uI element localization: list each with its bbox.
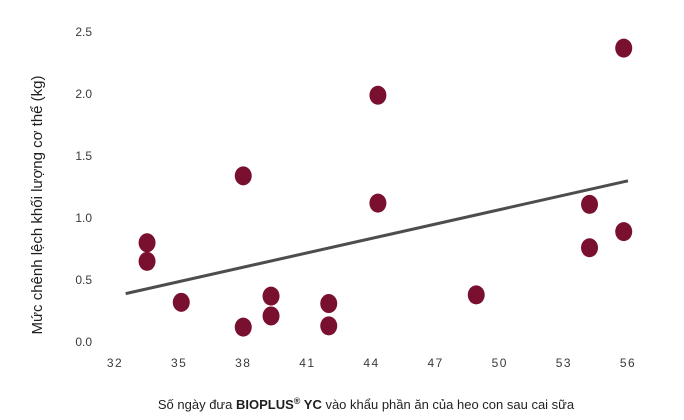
x-tick-label: 32 — [107, 356, 123, 370]
x-axis-title: Số ngày đưa BIOPLUS® YC vào khẩu phần ăn… — [158, 396, 575, 412]
x-title-part: Số ngày đưa — [158, 397, 236, 412]
y-axis-title: Mức chênh lệch khối lượng cơ thể (kg) — [29, 75, 46, 334]
y-tick-label: 2.5 — [75, 25, 92, 39]
data-point — [369, 85, 387, 105]
x-title-part: YC — [300, 397, 322, 412]
data-point — [138, 233, 156, 253]
data-point — [581, 194, 599, 214]
trendline — [125, 179, 629, 296]
data-point — [172, 292, 190, 312]
data-point — [369, 193, 387, 213]
data-point — [615, 38, 633, 58]
x-tick-label: 47 — [427, 356, 443, 370]
data-point — [262, 286, 280, 306]
x-tick-label: 50 — [492, 356, 508, 370]
trendline-group — [125, 179, 629, 296]
data-point — [615, 222, 633, 242]
x-title-part: vào khẩu phần ăn của heo con sau cai sữa — [322, 397, 575, 412]
data-point — [234, 317, 252, 337]
data-point — [262, 306, 280, 326]
data-point — [467, 285, 485, 305]
x-tick-label: 44 — [363, 356, 379, 370]
x-tick-label: 35 — [171, 356, 187, 370]
y-tick-label: 2.0 — [75, 87, 92, 101]
data-point — [320, 294, 338, 314]
data-point — [234, 166, 252, 186]
data-point — [581, 238, 599, 258]
x-tick-label: 53 — [556, 356, 572, 370]
y-tick-label: 1.5 — [75, 149, 92, 163]
y-tick-label: 0.5 — [75, 273, 92, 287]
data-points — [138, 38, 633, 337]
x-axis-ticks: 32 35 38 41 44 47 50 53 56 — [107, 356, 636, 370]
x-title-part: ® — [294, 396, 301, 406]
x-tick-label: 56 — [620, 356, 636, 370]
x-tick-label: 38 — [235, 356, 251, 370]
y-tick-label: 1.0 — [75, 211, 92, 225]
x-title-part: BIOPLUS — [236, 397, 294, 412]
y-tick-label: 0.0 — [75, 335, 92, 349]
data-point — [138, 251, 156, 271]
data-point — [320, 316, 338, 336]
y-axis-ticks: 0.0 0.5 1.0 1.5 2.0 2.5 — [75, 25, 92, 349]
x-tick-label: 41 — [299, 356, 315, 370]
